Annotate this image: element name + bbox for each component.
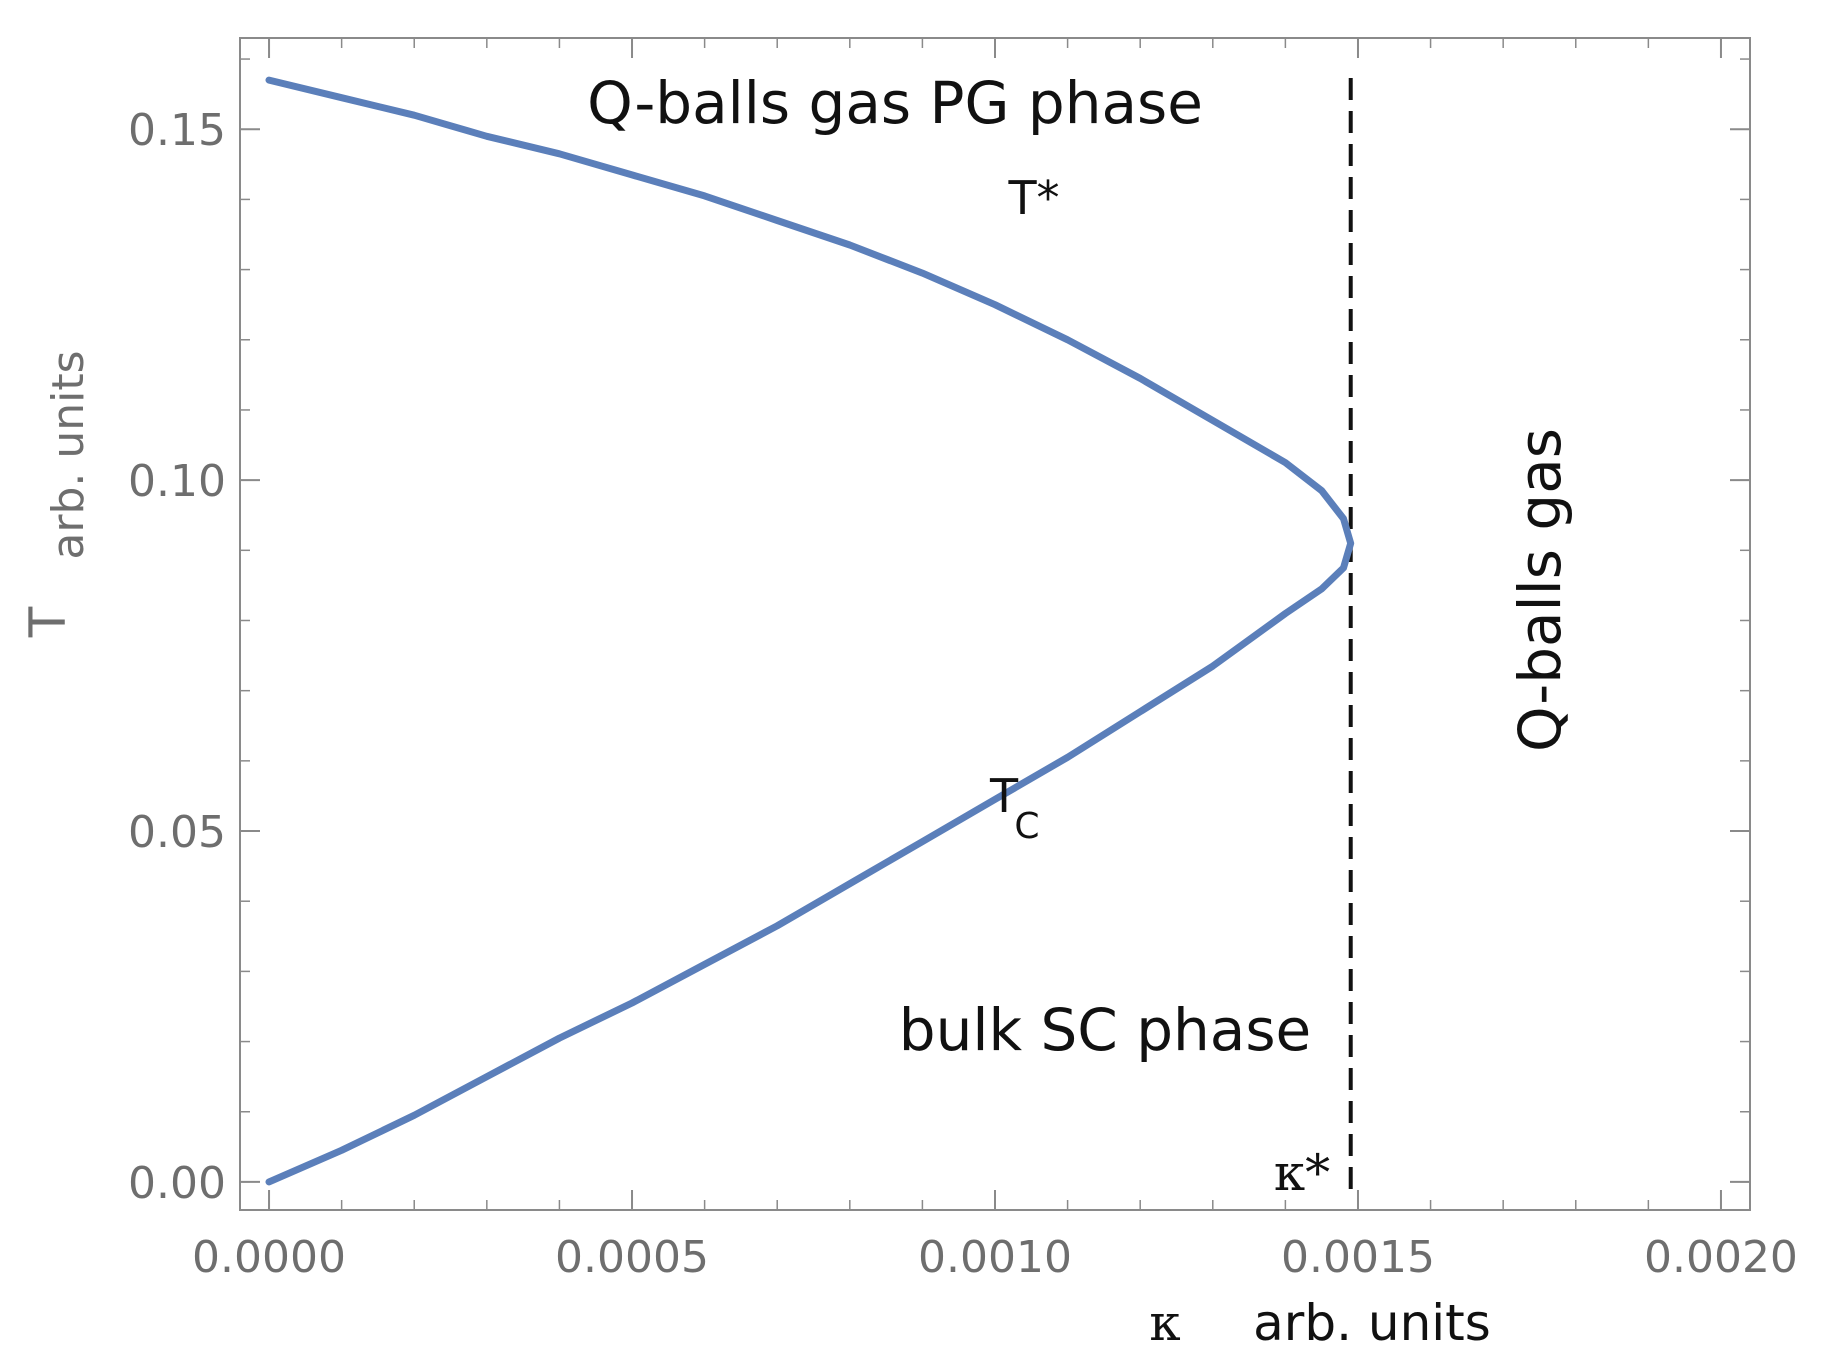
y-tick-labels: 0.00 0.05 0.10 0.15 <box>128 105 226 1209</box>
annotation-q-balls-gas: Q-balls gas <box>1506 428 1574 752</box>
annotation-tc: T <box>989 769 1019 823</box>
y-axis-label: T arb. units <box>19 350 94 638</box>
y-tick-label: 0.15 <box>128 105 226 156</box>
x-tick-label: 0.0015 <box>1281 1232 1435 1283</box>
x-tick-label: 0.0000 <box>192 1232 346 1283</box>
phase-boundary-curve <box>265 76 1355 1186</box>
annotation-tc-subscript: C <box>1014 806 1039 847</box>
y-tick-label: 0.05 <box>128 807 226 858</box>
x-tick-label: 0.0005 <box>555 1232 709 1283</box>
y-tick-label: 0.10 <box>128 456 226 507</box>
x-tick-label: 0.0010 <box>918 1232 1072 1283</box>
x-axis-unit: arb. units <box>1253 1294 1491 1352</box>
x-tick-label: 0.0020 <box>1644 1232 1798 1283</box>
annotation-pg-phase: Q-balls gas PG phase <box>587 69 1203 137</box>
y-axis-symbol: T <box>19 606 77 638</box>
y-tick-label: 0.00 <box>128 1158 226 1209</box>
annotation-bulk-sc: bulk SC phase <box>899 996 1312 1064</box>
x-axis-symbol: κ <box>1149 1294 1180 1352</box>
y-axis-unit: arb. units <box>43 350 94 559</box>
major-ticks <box>240 38 1750 1210</box>
annotation-t-star: T* <box>1007 171 1059 225</box>
x-tick-labels: 0.0000 0.0005 0.0010 0.0015 0.0020 <box>192 1232 1798 1283</box>
annotation-kappa-star: κ* <box>1274 1144 1330 1202</box>
